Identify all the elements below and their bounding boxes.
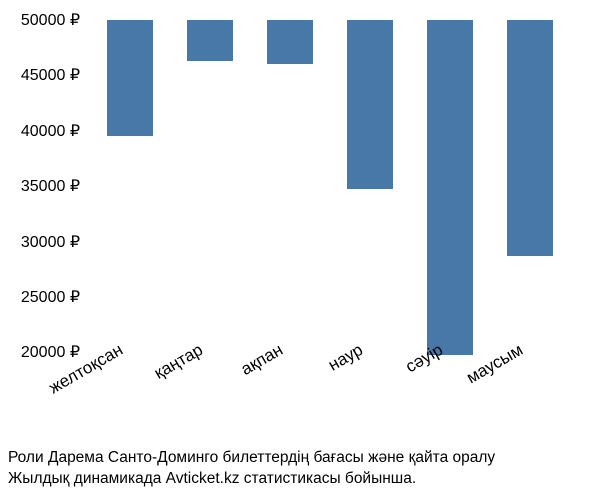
bar-slot: қаңтар: [170, 20, 250, 380]
y-tick-label: 50000 ₽: [21, 10, 90, 30]
bar: [107, 20, 153, 136]
caption-line-1: Роли Дарема Санто-Доминго билеттердің ба…: [8, 448, 592, 469]
bar: [347, 20, 393, 189]
bar: [427, 20, 473, 355]
caption-line-2: Жылдық динамикада Avticket.kz статистика…: [8, 469, 592, 490]
bar: [507, 20, 553, 256]
bar: [267, 20, 313, 64]
bar-slot: наур: [330, 20, 410, 380]
y-tick-label: 35000 ₽: [21, 176, 90, 196]
y-tick-label: 30000 ₽: [21, 232, 90, 252]
bar-slot: ақпан: [250, 20, 330, 380]
y-tick-label: 40000 ₽: [21, 121, 90, 141]
ticket-price-bar-chart: 20000 ₽ 25000 ₽ 30000 ₽ 35000 ₽ 40000 ₽ 45000…: [0, 0, 600, 500]
bar: [187, 20, 233, 61]
y-tick-label: 25000 ₽: [21, 287, 90, 307]
y-tick-label: 20000 ₽: [21, 342, 90, 362]
bar-slot: сәуір: [410, 20, 490, 380]
y-tick-label: 45000 ₽: [21, 65, 90, 85]
bars-container: желтоқсанқаңтарақпаннаурсәуірмаусым: [90, 20, 570, 380]
plot-area: 20000 ₽25000 ₽30000 ₽35000 ₽40000 ₽45000…: [90, 20, 570, 380]
bar-slot: маусым: [490, 20, 570, 380]
chart-caption: Роли Дарема Санто-Доминго билеттердің ба…: [0, 448, 600, 490]
bar-slot: желтоқсан: [90, 20, 170, 380]
